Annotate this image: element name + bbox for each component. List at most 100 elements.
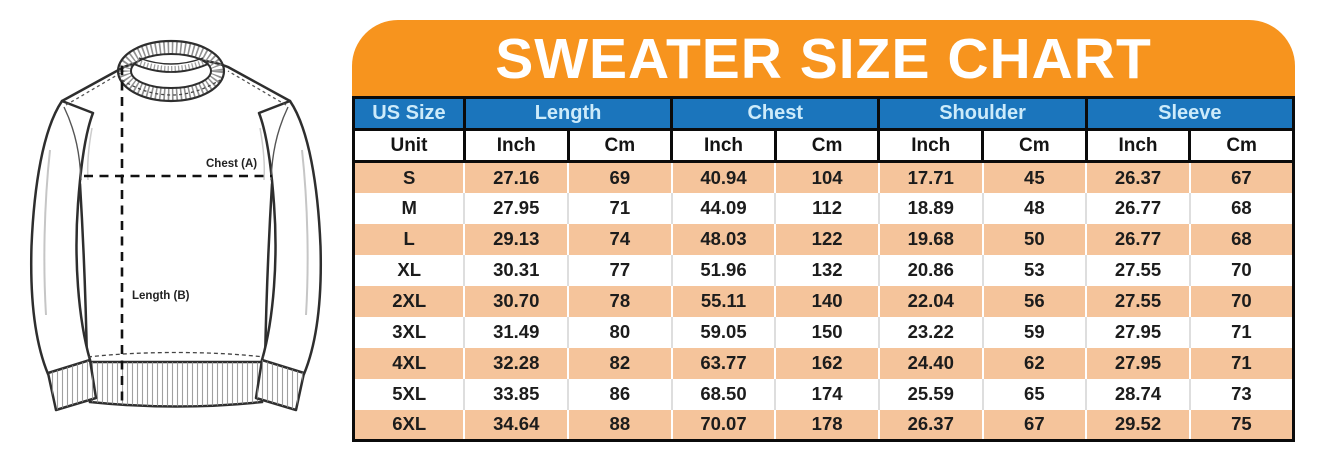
sweater-diagram-svg: Chest (A) Length (B) bbox=[29, 39, 323, 412]
value-cell: 45 bbox=[982, 161, 1088, 193]
value-cell: 78 bbox=[568, 285, 673, 317]
chest-label: Chest (A) bbox=[206, 158, 257, 170]
unit-header-sleeve-cm: Cm bbox=[1188, 128, 1295, 163]
size-chart-panel: SWEATER SIZE CHART US Size Length Chest Sho… bbox=[352, 20, 1296, 442]
value-cell: 48 bbox=[982, 192, 1088, 224]
value-cell: 178 bbox=[775, 409, 880, 441]
length-label: Length (B) bbox=[132, 290, 190, 302]
value-cell: 162 bbox=[775, 347, 880, 379]
unit-header-chest-inch: Inch bbox=[670, 128, 777, 163]
unit-header-chest-cm: Cm bbox=[773, 128, 881, 163]
back-neck-arc-upper bbox=[138, 57, 204, 65]
sweater-illustration: Chest (A) Length (B) bbox=[0, 0, 360, 465]
value-cell: 32.28 bbox=[464, 347, 570, 379]
value-cell: 34.64 bbox=[464, 409, 570, 441]
value-cell: 18.89 bbox=[878, 192, 984, 224]
unit-header-sleeve-inch: Inch bbox=[1084, 128, 1192, 163]
shoulder-seam bbox=[65, 70, 125, 106]
collar-seam bbox=[121, 79, 221, 96]
value-cell: 26.37 bbox=[878, 409, 984, 441]
value-cell: 24.40 bbox=[878, 347, 984, 379]
value-cell: 65 bbox=[982, 378, 1088, 410]
value-cell: 150 bbox=[775, 316, 880, 348]
value-cell: 122 bbox=[775, 223, 880, 255]
size-row-l: L 29.13 74 48.03 122 19.68 50 26.77 68 bbox=[353, 223, 1294, 255]
collar-outer-edge bbox=[116, 39, 226, 103]
col-header-us-size: US Size bbox=[352, 96, 466, 131]
value-cell: 73 bbox=[1189, 378, 1294, 410]
size-cell: 3XL bbox=[353, 316, 466, 348]
value-cell: 69 bbox=[568, 161, 673, 193]
value-cell: 26.77 bbox=[1086, 192, 1191, 224]
size-cell: 2XL bbox=[353, 285, 466, 317]
sweater-body bbox=[60, 57, 292, 365]
value-cell: 27.55 bbox=[1086, 285, 1191, 317]
shoulder-seam bbox=[227, 70, 287, 106]
value-cell: 132 bbox=[775, 254, 880, 286]
size-cell: 5XL bbox=[353, 378, 466, 410]
collar-inner-edge bbox=[130, 53, 212, 89]
value-cell: 50 bbox=[982, 223, 1088, 255]
value-cell: 104 bbox=[775, 161, 880, 193]
value-cell: 23.22 bbox=[878, 316, 984, 348]
left-cuff-ribbing bbox=[48, 360, 96, 410]
value-cell: 29.52 bbox=[1086, 409, 1191, 441]
value-cell: 53 bbox=[982, 254, 1088, 286]
value-cell: 71 bbox=[1189, 316, 1294, 348]
value-cell: 70.07 bbox=[671, 409, 777, 441]
page-title: SWEATER SIZE CHART bbox=[495, 26, 1152, 91]
value-cell: 63.77 bbox=[671, 347, 777, 379]
size-row-4xl: 4XL 32.28 82 63.77 162 24.40 62 27.95 71 bbox=[353, 347, 1294, 379]
value-cell: 33.85 bbox=[464, 378, 570, 410]
shading-line bbox=[259, 127, 266, 181]
value-cell: 30.31 bbox=[464, 254, 570, 286]
value-cell: 88 bbox=[568, 409, 673, 441]
unit-header-length-inch: Inch bbox=[462, 128, 570, 163]
value-cell: 70 bbox=[1189, 285, 1294, 317]
value-cell: 56 bbox=[982, 285, 1088, 317]
collar-ribbing bbox=[117, 40, 225, 102]
value-cell: 140 bbox=[775, 285, 880, 317]
value-cell: 25.59 bbox=[878, 378, 984, 410]
value-cell: 20.86 bbox=[878, 254, 984, 286]
value-cell: 22.04 bbox=[878, 285, 984, 317]
hem-seam bbox=[87, 351, 265, 358]
shading-line bbox=[301, 149, 309, 316]
size-cell: 4XL bbox=[353, 347, 466, 379]
unit-row-label: Unit bbox=[352, 128, 466, 163]
value-cell: 174 bbox=[775, 378, 880, 410]
value-cell: 67 bbox=[982, 409, 1088, 441]
value-cell: 31.49 bbox=[464, 316, 570, 348]
size-table-body: S 27.16 69 40.94 104 17.71 45 26.37 67 M 27.95 71 44… bbox=[353, 161, 1294, 441]
value-cell: 71 bbox=[568, 192, 673, 224]
value-cell: 82 bbox=[568, 347, 673, 379]
value-cell: 59.05 bbox=[671, 316, 777, 348]
col-group-sleeve: Sleeve bbox=[1084, 96, 1296, 131]
value-cell: 71 bbox=[1189, 347, 1294, 379]
value-cell: 75 bbox=[1189, 409, 1294, 441]
size-row-5xl: 5XL 33.85 86 68.50 174 25.59 65 28.74 73 bbox=[353, 378, 1294, 410]
value-cell: 80 bbox=[568, 316, 673, 348]
value-cell: 112 bbox=[775, 192, 880, 224]
size-table-head: US Size Length Chest Shoulder Sleeve Unit Inch… bbox=[352, 96, 1296, 163]
value-cell: 68 bbox=[1189, 192, 1294, 224]
value-cell: 27.95 bbox=[464, 192, 570, 224]
back-neck-arc bbox=[133, 63, 209, 73]
value-cell: 77 bbox=[568, 254, 673, 286]
value-cell: 40.94 bbox=[671, 161, 777, 193]
value-cell: 27.55 bbox=[1086, 254, 1191, 286]
value-cell: 48.03 bbox=[671, 223, 777, 255]
size-row-6xl: 6XL 34.64 88 70.07 178 26.37 67 29.52 75 bbox=[353, 409, 1294, 441]
col-group-length: Length bbox=[462, 96, 674, 131]
value-cell: 30.70 bbox=[464, 285, 570, 317]
value-cell: 27.95 bbox=[1086, 347, 1191, 379]
value-cell: 55.11 bbox=[671, 285, 777, 317]
value-cell: 26.77 bbox=[1086, 223, 1191, 255]
unit-header-shoulder-inch: Inch bbox=[877, 128, 985, 163]
armhole-seam bbox=[270, 106, 289, 181]
col-group-chest: Chest bbox=[670, 96, 881, 131]
size-row-s: S 27.16 69 40.94 104 17.71 45 26.37 67 bbox=[353, 161, 1294, 193]
size-cell: 6XL bbox=[353, 409, 466, 441]
chart-title-banner: SWEATER SIZE CHART bbox=[352, 20, 1295, 96]
